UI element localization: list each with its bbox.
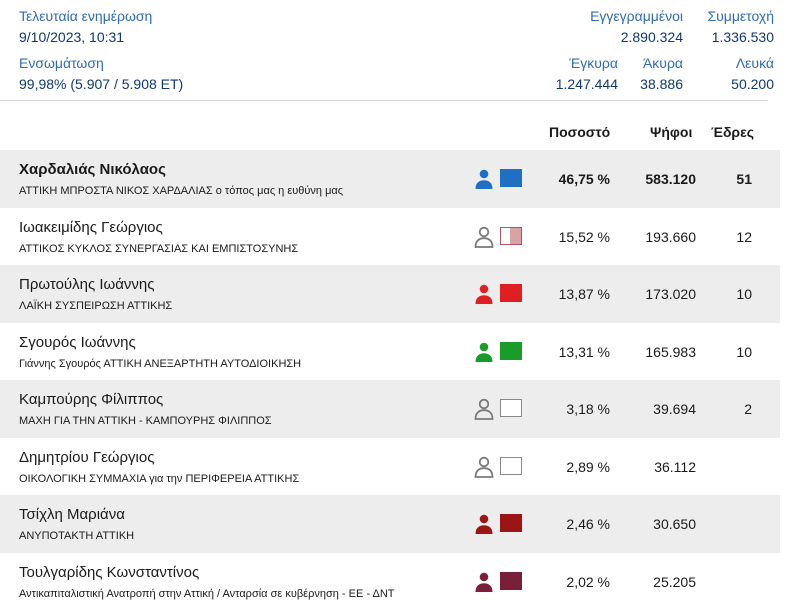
seat-count: 51 bbox=[722, 171, 752, 187]
party-name: ΟΙΚΟΛΟΓΙΚΗ ΣΥΜΜΑΧΙΑ για την ΠΕΡΙΦΕΡΕΙΑ Α… bbox=[19, 473, 299, 485]
blank-label: Λευκά bbox=[700, 55, 774, 71]
vote-count: 173.020 bbox=[628, 286, 696, 302]
result-row-2[interactable]: Ιωακειμίδης Γεώργιος ΑΤΤΙΚΟΣ ΚΥΚΛΟΣ ΣΥΝΕ… bbox=[0, 208, 780, 266]
candidate-person-icon bbox=[473, 513, 495, 535]
vote-percent: 2,89 % bbox=[540, 459, 610, 475]
registered-label: Εγγεγραμμένοι bbox=[560, 8, 683, 24]
result-row-4[interactable]: Σγουρός Ιωάννης Γιάννης Σγουρός ΑΤΤΙΚΗ Α… bbox=[0, 323, 780, 381]
vote-count: 193.660 bbox=[628, 229, 696, 245]
column-header-seats: Έδρες bbox=[711, 124, 754, 140]
vote-count: 30.650 bbox=[628, 516, 696, 532]
vote-percent: 15,52 % bbox=[540, 229, 610, 245]
party-name: Γιάννης Σγουρός ΑΤΤΙΚΗ ΑΝΕΞΑΡΤΗΤΗ ΑΥΤΟΔΙ… bbox=[19, 358, 301, 370]
last-update-label: Τελευταία ενημέρωση bbox=[19, 8, 152, 24]
candidate-name: Δημητρίου Γεώργιος bbox=[19, 449, 154, 466]
result-row-5[interactable]: Καμπούρης Φίλιππος ΜΑΧΗ ΓΙΑ ΤΗΝ ΑΤΤΙΚΗ -… bbox=[0, 380, 780, 438]
valid-label: Έγκυρα bbox=[540, 55, 618, 71]
turnout-value: 1.336.530 bbox=[690, 29, 774, 45]
seat-count: 2 bbox=[722, 401, 752, 417]
party-name: Αντικαπιταλιστική Ανατροπή στην Αττική /… bbox=[19, 588, 395, 600]
candidate-name: Τσίχλη Μαριάνα bbox=[19, 506, 125, 523]
integration-value: 99,98% (5.907 / 5.908 ΕΤ) bbox=[19, 76, 183, 92]
seat-count: 10 bbox=[722, 286, 752, 302]
blank-value: 50.200 bbox=[700, 76, 774, 92]
invalid-value: 38.886 bbox=[622, 76, 683, 92]
party-color-swatch bbox=[500, 227, 522, 245]
party-color-swatch bbox=[500, 514, 522, 532]
valid-value: 1.247.444 bbox=[540, 76, 618, 92]
party-color-swatch bbox=[500, 399, 522, 417]
seat-count: 10 bbox=[722, 344, 752, 360]
candidate-person-icon bbox=[473, 341, 495, 363]
party-color-swatch bbox=[500, 169, 522, 187]
vote-percent: 13,87 % bbox=[540, 286, 610, 302]
vote-count: 165.983 bbox=[628, 344, 696, 360]
candidate-person-icon bbox=[473, 456, 495, 478]
integration-label: Ενσωμάτωση bbox=[19, 55, 104, 71]
party-color-swatch bbox=[500, 572, 522, 590]
candidate-person-icon bbox=[473, 571, 495, 593]
result-row-1[interactable]: Χαρδαλιάς Νικόλαος ΑΤΤΙΚΗ ΜΠΡΟΣΤΑ ΝΙΚΟΣ … bbox=[0, 150, 780, 208]
candidate-name: Σγουρός Ιωάννης bbox=[19, 334, 136, 351]
column-header-percent: Ποσοστό bbox=[549, 124, 610, 140]
party-color-swatch bbox=[500, 284, 522, 302]
candidate-person-icon bbox=[473, 398, 495, 420]
candidate-person-icon bbox=[473, 226, 495, 248]
vote-count: 25.205 bbox=[628, 574, 696, 590]
result-row-6[interactable]: Δημητρίου Γεώργιος ΟΙΚΟΛΟΓΙΚΗ ΣΥΜΜΑΧΙΑ γ… bbox=[0, 438, 780, 496]
vote-percent: 2,02 % bbox=[540, 574, 610, 590]
party-name: ΑΤΤΙΚΗ ΜΠΡΟΣΤΑ ΝΙΚΟΣ ΧΑΡΔΑΛΙΑΣ ο τόπος μ… bbox=[19, 185, 343, 197]
party-color-swatch bbox=[500, 457, 522, 475]
party-name: ΛΑΪΚΗ ΣΥΣΠΕΙΡΩΣΗ ΑΤΤΙΚΗΣ bbox=[19, 300, 172, 312]
candidate-person-icon bbox=[473, 283, 495, 305]
turnout-label: Συμμετοχή bbox=[690, 8, 774, 24]
vote-count: 36.112 bbox=[628, 459, 696, 475]
result-row-8[interactable]: Τουλγαρίδης Κωνσταντίνος Αντικαπιταλιστι… bbox=[0, 553, 780, 610]
vote-count: 39.694 bbox=[628, 401, 696, 417]
result-row-7[interactable]: Τσίχλη Μαριάνα ΑΝΥΠΟΤΑΚΤΗ ΑΤΤΙΚΗ 2,46 % … bbox=[0, 495, 780, 553]
party-color-swatch bbox=[500, 342, 522, 360]
results-table: Χαρδαλιάς Νικόλαος ΑΤΤΙΚΗ ΜΠΡΟΣΤΑ ΝΙΚΟΣ … bbox=[0, 150, 780, 610]
vote-percent: 13,31 % bbox=[540, 344, 610, 360]
candidate-name: Πρωτούλης Ιωάννης bbox=[19, 276, 154, 293]
vote-percent: 46,75 % bbox=[540, 171, 610, 187]
party-name: ΜΑΧΗ ΓΙΑ ΤΗΝ ΑΤΤΙΚΗ - ΚΑΜΠΟΥΡΗΣ ΦΙΛΙΠΠΟΣ bbox=[19, 415, 272, 427]
candidate-name: Τουλγαρίδης Κωνσταντίνος bbox=[19, 564, 199, 581]
invalid-label: Άκυρα bbox=[622, 55, 683, 71]
party-name: ΑΝΥΠΟΤΑΚΤΗ ΑΤΤΙΚΗ bbox=[19, 530, 134, 542]
candidate-name: Χαρδαλιάς Νικόλαος bbox=[19, 161, 166, 178]
column-header-votes: Ψήφοι bbox=[650, 124, 692, 140]
summary-header: Τελευταία ενημέρωση 9/10/2023, 10:31 Ενσ… bbox=[0, 0, 768, 101]
result-row-3[interactable]: Πρωτούλης Ιωάννης ΛΑΪΚΗ ΣΥΣΠΕΙΡΩΣΗ ΑΤΤΙΚ… bbox=[0, 265, 780, 323]
seat-count: 12 bbox=[722, 229, 752, 245]
candidate-name: Καμπούρης Φίλιππος bbox=[19, 391, 163, 408]
party-name: ΑΤΤΙΚΟΣ ΚΥΚΛΟΣ ΣΥΝΕΡΓΑΣΙΑΣ ΚΑΙ ΕΜΠΙΣΤΟΣΥ… bbox=[19, 243, 298, 255]
last-update-value: 9/10/2023, 10:31 bbox=[19, 29, 124, 45]
vote-percent: 3,18 % bbox=[540, 401, 610, 417]
vote-count: 583.120 bbox=[628, 171, 696, 187]
registered-value: 2.890.324 bbox=[560, 29, 683, 45]
candidate-person-icon bbox=[473, 168, 495, 190]
vote-percent: 2,46 % bbox=[540, 516, 610, 532]
candidate-name: Ιωακειμίδης Γεώργιος bbox=[19, 219, 163, 236]
